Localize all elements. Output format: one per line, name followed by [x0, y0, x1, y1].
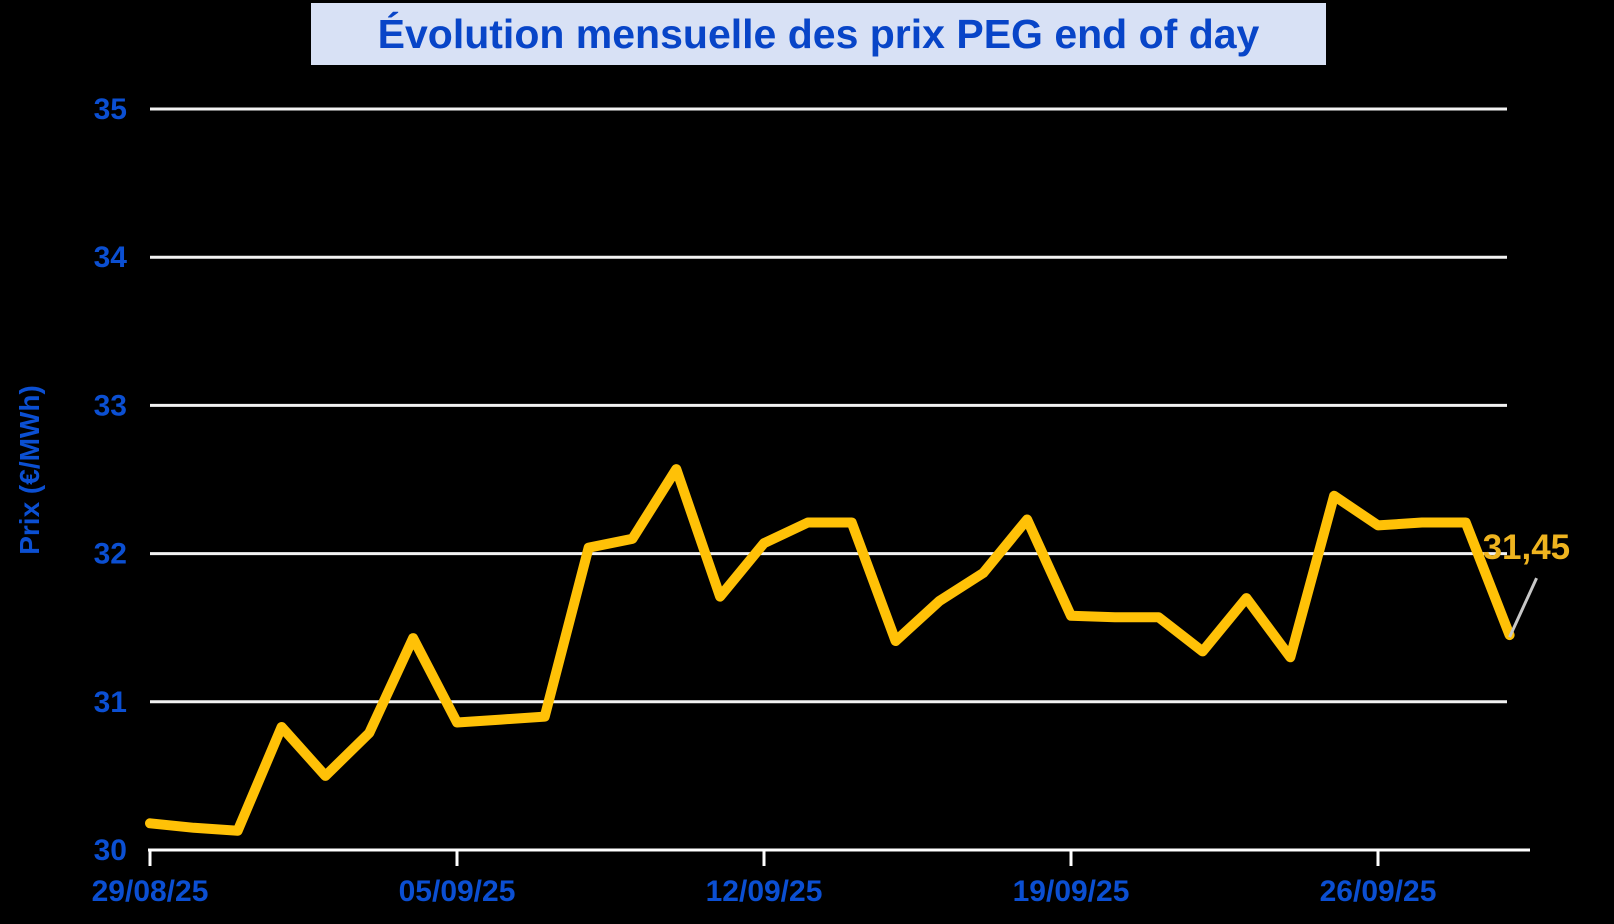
y-tick-label-34: 34 — [94, 241, 128, 274]
chart-title: Évolution mensuelle des prix PEG end of … — [311, 3, 1326, 65]
end-label-leader-line — [1508, 577, 1538, 638]
y-tick-label-35: 35 — [94, 93, 127, 126]
x-tick-label-12-09-25: 12/09/25 — [706, 875, 823, 908]
y-tick-label-30: 30 — [94, 834, 127, 867]
price-line-series — [145, 464, 1515, 836]
y-tick-label-33: 33 — [94, 389, 127, 422]
x-tick-label-05-09-25: 05/09/25 — [399, 875, 516, 908]
x-tick-label-19-09-25: 19/09/25 — [1013, 875, 1130, 908]
y-tick-label-31: 31 — [94, 686, 127, 719]
x-tick-label-29-08-25: 29/08/25 — [92, 875, 209, 908]
last-value-label: 31,45 — [1483, 528, 1571, 567]
x-tick-label-26-09-25: 26/09/25 — [1320, 875, 1437, 908]
y-tick-label-32: 32 — [94, 538, 127, 571]
